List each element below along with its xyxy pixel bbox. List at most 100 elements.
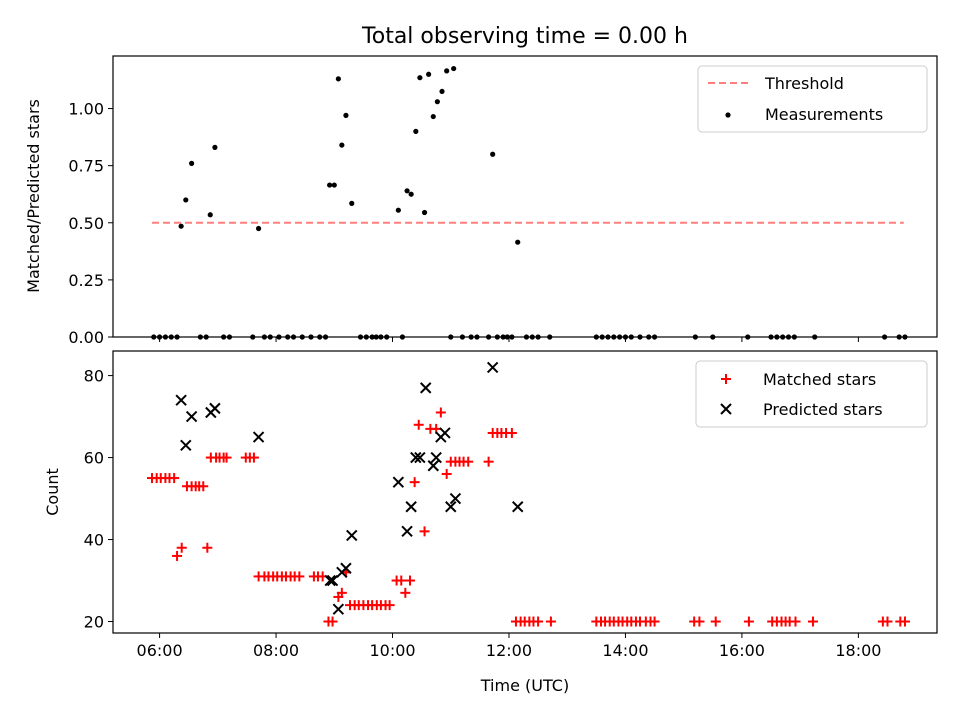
measurement-point <box>417 75 423 81</box>
matched-star-point <box>694 616 705 627</box>
y-tick-label: 20 <box>84 613 104 632</box>
measurement-point <box>451 65 457 72</box>
matched-star-point <box>710 616 721 627</box>
predicted-star-point <box>346 529 358 542</box>
measurement-point <box>439 88 445 95</box>
matched-star-point <box>404 575 415 586</box>
predicted-star-point <box>414 451 426 464</box>
x-tick-label: 14:00 <box>602 641 648 660</box>
legend-predicted-label: Predicted stars <box>763 400 883 419</box>
measurement-point <box>426 71 432 77</box>
measurement-point <box>434 99 440 105</box>
predicted-star-point <box>332 603 345 615</box>
predicted-star-point <box>445 501 457 513</box>
matched-star-point <box>463 456 474 467</box>
matched-star-point <box>384 600 395 611</box>
legend-threshold-label: Threshold <box>764 74 844 93</box>
predicted-star-point <box>185 410 198 423</box>
matched-star-point <box>248 452 259 463</box>
matched-star-point <box>882 616 893 627</box>
matched-star-point <box>327 616 338 627</box>
predicted-star-point <box>405 501 417 513</box>
chart-title: Total observing time = 0.00 h <box>361 24 688 49</box>
matched-star-point <box>202 542 213 553</box>
measurement-point <box>421 209 428 216</box>
matched-star-point <box>176 542 187 553</box>
matched-star-point <box>435 407 446 418</box>
bottom-plot-area <box>147 361 910 627</box>
x-tick-label: 06:00 <box>137 641 183 660</box>
matched-star-point <box>336 587 347 598</box>
measurement-point <box>207 212 213 218</box>
measurement-point <box>327 182 333 188</box>
measurement-point <box>189 160 195 166</box>
matched-star-point <box>483 456 494 467</box>
x-tick-label: 12:00 <box>486 641 532 660</box>
bottom-y-axis-label: Count <box>43 468 62 516</box>
predicted-star-point <box>449 492 462 505</box>
measurement-point <box>255 225 262 232</box>
measurement-point <box>490 151 496 157</box>
measurement-point <box>335 76 341 82</box>
predicted-star-point <box>430 451 442 464</box>
predicted-star-point <box>209 402 221 415</box>
predicted-star-point <box>439 427 451 439</box>
y-tick-label: 0.25 <box>68 271 104 290</box>
legend-measurements-swatch <box>725 112 731 118</box>
y-tick-label: 0.75 <box>68 157 104 176</box>
matched-star-point <box>533 616 544 627</box>
matched-star-point <box>169 473 180 484</box>
legend-matched-label: Matched stars <box>763 370 876 389</box>
predicted-star-point <box>392 476 405 488</box>
x-tick-label: 16:00 <box>719 641 765 660</box>
matched-star-point <box>413 419 424 430</box>
legend-plus-marker <box>721 374 731 384</box>
y-tick-label: 60 <box>84 449 104 468</box>
bottom-panel: 20 40 60 80 06:00 08:00 10:00 12:00 14:00 16:00 1… <box>43 350 938 695</box>
measurement-point <box>408 191 414 197</box>
top-y-axis-label: Matched/Predicted stars <box>24 99 43 293</box>
matched-star-point <box>294 571 305 582</box>
matched-star-point <box>396 575 407 586</box>
predicted-star-point <box>410 451 422 464</box>
top-plot-area <box>151 65 908 340</box>
matched-star-point <box>545 616 556 627</box>
predicted-star-point <box>326 574 339 587</box>
bottom-axes-frame <box>112 350 938 634</box>
matched-star-point <box>790 616 801 627</box>
predicted-star-point <box>512 501 524 513</box>
matched-star-point <box>807 616 818 627</box>
measurement-point <box>395 207 401 213</box>
predicted-star-point <box>175 394 187 406</box>
matched-star-point <box>649 616 660 627</box>
bottom-y-axis: 20 40 60 80 <box>84 367 113 632</box>
measurement-point <box>343 112 349 118</box>
legend-x-marker <box>720 403 732 415</box>
y-tick-label: 0.00 <box>68 328 104 347</box>
predicted-star-point <box>180 439 192 451</box>
y-tick-label: 0.50 <box>68 214 104 233</box>
y-tick-label: 40 <box>84 531 104 550</box>
top-y-axis: 0.00 0.25 0.50 0.75 1.00 <box>68 100 113 347</box>
measurement-point <box>349 200 355 206</box>
measurement-point <box>404 188 410 194</box>
measurement-point <box>515 239 521 245</box>
bottom-x-axis: 06:00 08:00 10:00 12:00 14:00 16:00 18:00 <box>137 633 881 660</box>
predicted-star-point <box>252 431 265 443</box>
top-x-axis <box>159 337 859 342</box>
predicted-star-point <box>420 382 432 394</box>
matched-star-point <box>198 481 209 492</box>
legend-matched-swatch <box>721 374 731 384</box>
predicted-star-point <box>401 525 413 538</box>
measurement-point <box>183 197 189 203</box>
legend-predicted-swatch <box>720 403 732 415</box>
measurement-point <box>339 142 345 148</box>
y-tick-label: 80 <box>84 367 104 386</box>
x-axis-label: Time (UTC) <box>480 676 569 695</box>
y-tick-label: 1.00 <box>68 100 104 119</box>
matched-star-point <box>172 550 183 561</box>
x-tick-label: 08:00 <box>253 641 299 660</box>
measurement-point <box>178 223 184 229</box>
measurement-point <box>444 68 450 74</box>
